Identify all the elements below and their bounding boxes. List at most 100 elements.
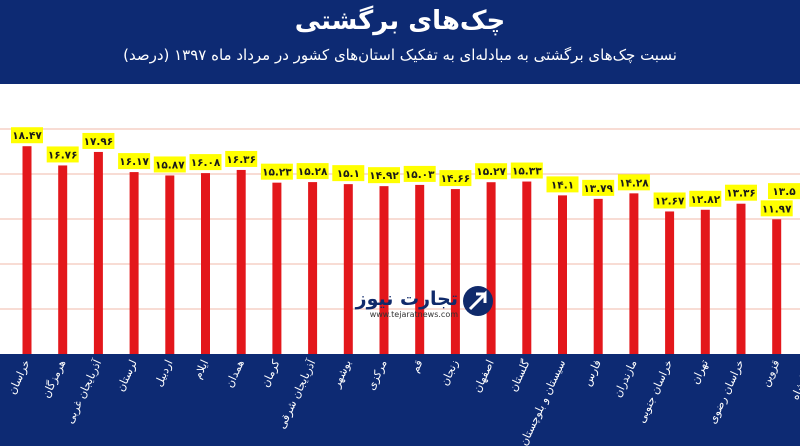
category-label: خراسان <box>5 358 32 397</box>
category-label: تهران <box>689 358 711 386</box>
data-label-box <box>617 174 650 191</box>
data-label: ۱۵.۲۳ <box>262 167 292 179</box>
data-label: ۱۳.۷۹ <box>583 183 613 195</box>
category-label: زنجان <box>438 358 461 388</box>
bar <box>343 184 353 354</box>
data-label-box <box>82 132 115 149</box>
bar <box>665 211 675 354</box>
data-label-box <box>475 163 508 180</box>
data-label: ۱۶.۷۶ <box>48 149 78 161</box>
data-label-box <box>332 165 365 182</box>
category-label: مرکزی <box>364 358 389 392</box>
data-label-box <box>653 192 686 209</box>
category-label: آذربایجان شرقی <box>274 356 319 430</box>
data-label-box <box>11 127 43 144</box>
bar <box>58 165 68 354</box>
data-label: ۱۶.۳۶ <box>226 154 256 166</box>
chart-subtitle: نسبت چک‌های برگشتی به مبادله‌ای به تفکیک… <box>123 46 677 64</box>
bar <box>558 195 567 354</box>
category-label: اصفهان <box>470 358 496 395</box>
data-label: ۱۷.۹۶ <box>84 136 114 148</box>
data-label: ۱۲.۸۲ <box>690 194 720 206</box>
header-band: چک‌های برگشتی نسبت چک‌های برگشتی به مباد… <box>0 0 800 84</box>
chart-title: چک‌های برگشتی <box>294 6 506 36</box>
category-label: کرمان <box>259 357 283 389</box>
bar <box>736 203 746 354</box>
bar <box>165 175 175 354</box>
logo-name: تجارت نیوز <box>355 288 458 310</box>
watermark-logo: تجارت نیوز www.tejaratnews.com <box>355 286 493 319</box>
data-label-box <box>725 184 757 201</box>
data-label-box <box>189 154 222 171</box>
data-label-box <box>368 167 400 184</box>
category-label: فارس <box>581 358 604 388</box>
data-label: ۱۵.۲۸ <box>298 166 328 178</box>
category-label: هرمزگان <box>40 358 69 400</box>
data-label-box <box>689 190 722 207</box>
data-label: ۱۵.۳۳ <box>512 166 542 178</box>
logo-arrow-icon <box>468 290 487 311</box>
bar <box>22 146 32 354</box>
category-label: گلستان <box>507 357 533 393</box>
logo-url: www.tejaratnews.com <box>370 310 458 319</box>
data-label-box <box>768 183 800 200</box>
data-label: ۱۱.۹۷ <box>762 203 792 215</box>
data-label: ۱۵.۱ <box>337 168 360 180</box>
data-label: ۱۴.۲۸ <box>619 177 649 189</box>
category-label: خراسان رضوی <box>706 358 747 426</box>
category-label: خراسان جنوبی <box>635 358 676 425</box>
data-label: ۱۵.۰۳ <box>405 169 435 181</box>
data-label: ۱۶.۱۷ <box>119 156 149 168</box>
category-label: قم <box>408 358 425 375</box>
data-labels: ۱۸.۴۷ ۱۶.۷۶ ۱۷.۹۶ ۱۶.۱۷ ۱۵.۸۷ ۱۶.۰۸ ۱۶.۳۶ ۱۵.۲۳… <box>11 127 800 217</box>
category-label: کرمانشاه <box>788 357 800 402</box>
bar <box>450 189 460 354</box>
data-label-box <box>46 146 79 163</box>
data-label: ۱۳.۵ <box>772 186 796 198</box>
data-label-box <box>439 170 472 187</box>
data-label: ۱۸.۴۷ <box>12 130 42 142</box>
bar <box>700 209 710 354</box>
data-label-box <box>153 156 186 173</box>
bar <box>379 186 389 354</box>
data-label-box <box>118 153 151 170</box>
data-label-box <box>296 163 329 180</box>
data-label: ۱۳.۳۶ <box>726 188 756 200</box>
category-label: قزوین <box>759 358 783 389</box>
bar <box>629 193 639 354</box>
data-label: ۱۵.۲۷ <box>476 166 506 178</box>
category-label: مازندران <box>611 358 640 400</box>
data-label: ۱۴.۱ <box>551 179 574 191</box>
bar <box>201 173 210 354</box>
bar <box>415 184 425 354</box>
category-label: همدان <box>223 358 247 390</box>
bar <box>486 182 496 354</box>
bar <box>236 169 246 354</box>
bar <box>308 182 318 354</box>
data-label-box <box>403 165 436 182</box>
category-label: بوشهر <box>330 358 355 391</box>
data-label-box <box>225 150 258 167</box>
category-label: اردبیل <box>152 358 176 389</box>
data-label: ۱۴.۹۲ <box>369 170 399 182</box>
bar <box>522 181 532 354</box>
data-label: ۱۵.۸۷ <box>155 159 185 171</box>
bar <box>129 172 139 354</box>
category-label: ایلام <box>191 358 211 381</box>
bar <box>593 198 603 354</box>
data-label: ۱۶.۰۸ <box>191 157 221 169</box>
category-label: لرستان <box>114 358 140 394</box>
data-label-box <box>546 176 579 193</box>
category-label: آذربایجان غربی <box>62 357 104 426</box>
bar <box>272 182 282 354</box>
data-label: ۱۲.۶۷ <box>655 195 685 207</box>
data-label-box <box>510 162 543 179</box>
bar <box>772 219 782 354</box>
data-label-box <box>260 163 293 180</box>
data-label-box <box>760 200 793 217</box>
bars <box>22 146 782 354</box>
data-label: ۱۴.۶۶ <box>441 173 471 185</box>
